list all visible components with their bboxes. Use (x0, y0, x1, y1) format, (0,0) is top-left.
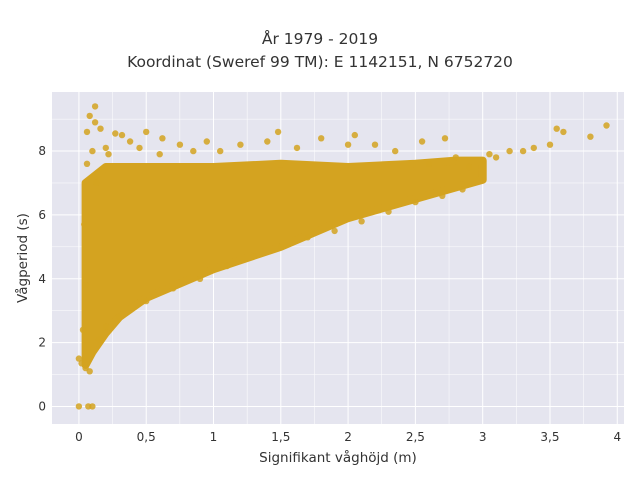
data-point (81, 221, 88, 228)
data-point (112, 130, 119, 137)
data-point (102, 323, 110, 330)
data-point (75, 403, 83, 410)
chart-title-block: År 1979 - 2019 Koordinat (Sweref 99 TM):… (0, 28, 640, 74)
data-point (159, 135, 166, 142)
data-point (196, 275, 204, 282)
y-tick-label: 6 (38, 208, 46, 222)
y-tick-label: 0 (38, 399, 46, 413)
data-point (492, 154, 500, 161)
data-point (203, 138, 210, 145)
x-tick-label: 1,5 (271, 430, 290, 444)
data-point (506, 147, 513, 155)
data-point (176, 141, 184, 148)
data-point (97, 125, 104, 132)
y-axis-title: Vågperiod (s) (14, 213, 31, 303)
data-point (277, 243, 284, 250)
data-point (91, 119, 99, 126)
x-tick-label: 4 (613, 430, 621, 444)
x-axis-ticks: 0 0,5 1 1,5 2 2,5 3 3,5 4 (75, 430, 621, 444)
x-tick-label: 2 (344, 430, 352, 444)
data-point (274, 128, 282, 136)
y-tick-label: 8 (38, 144, 46, 158)
data-point (459, 186, 466, 193)
data-point (86, 368, 93, 375)
data-point (190, 147, 197, 155)
data-point (425, 160, 432, 167)
point-cloud (81, 156, 487, 369)
point-cloud-area (81, 156, 487, 369)
data-point (223, 262, 231, 270)
data-point (331, 227, 338, 235)
data-point (86, 112, 93, 120)
data-point (83, 160, 91, 167)
data-point (344, 141, 352, 148)
data-point (89, 403, 96, 410)
data-point (143, 297, 150, 305)
data-point (89, 147, 96, 155)
data-point (126, 138, 134, 145)
data-point (466, 163, 473, 171)
data-point (603, 122, 610, 129)
data-point (102, 144, 110, 152)
data-point (217, 147, 224, 155)
data-point (519, 147, 527, 155)
data-point (93, 179, 100, 187)
data-point (91, 103, 99, 110)
y-tick-label: 2 (38, 336, 46, 350)
data-point (250, 253, 258, 260)
data-point (264, 138, 271, 145)
data-point (530, 144, 537, 152)
data-point (486, 151, 493, 158)
data-point (318, 135, 325, 142)
chart-title: År 1979 - 2019 (261, 30, 379, 48)
data-point (371, 141, 379, 148)
x-tick-label: 1 (210, 430, 218, 444)
data-point (587, 133, 594, 140)
x-tick-label: 2,5 (406, 430, 425, 444)
data-point (412, 198, 419, 206)
data-point (452, 154, 459, 161)
data-point (78, 360, 85, 367)
data-point (79, 326, 87, 333)
chart-subtitle: Koordinat (Sweref 99 TM): E 1142151, N 6… (127, 53, 513, 71)
data-point (95, 336, 103, 343)
data-point (156, 151, 163, 158)
data-point (392, 147, 399, 155)
x-tick-label: 3,5 (540, 430, 559, 444)
data-point (358, 218, 365, 225)
x-axis-title: Signifikant våghöjd (m) (259, 449, 417, 466)
data-point (553, 125, 560, 132)
data-point (83, 128, 91, 136)
data-point (304, 234, 311, 241)
data-point (237, 141, 244, 148)
data-point (143, 128, 150, 136)
data-point (546, 141, 554, 148)
x-tick-label: 0 (75, 430, 83, 444)
data-point (351, 131, 358, 139)
data-point (82, 281, 89, 289)
y-axis-ticks: 0 2 4 6 8 (38, 144, 46, 413)
x-tick-label: 0,5 (137, 430, 156, 444)
data-point (293, 144, 301, 152)
y-tick-label: 4 (38, 272, 46, 286)
data-point (418, 138, 426, 145)
data-point (385, 208, 392, 215)
data-point (560, 128, 567, 136)
data-point (75, 355, 83, 362)
data-point (116, 313, 123, 321)
data-point (439, 192, 446, 199)
data-point (105, 151, 112, 158)
data-point (169, 285, 177, 292)
data-point (479, 157, 486, 164)
data-point (136, 144, 143, 152)
data-points (75, 103, 610, 410)
x-tick-label: 3 (479, 430, 487, 444)
data-point (441, 135, 449, 142)
data-point (118, 131, 126, 139)
